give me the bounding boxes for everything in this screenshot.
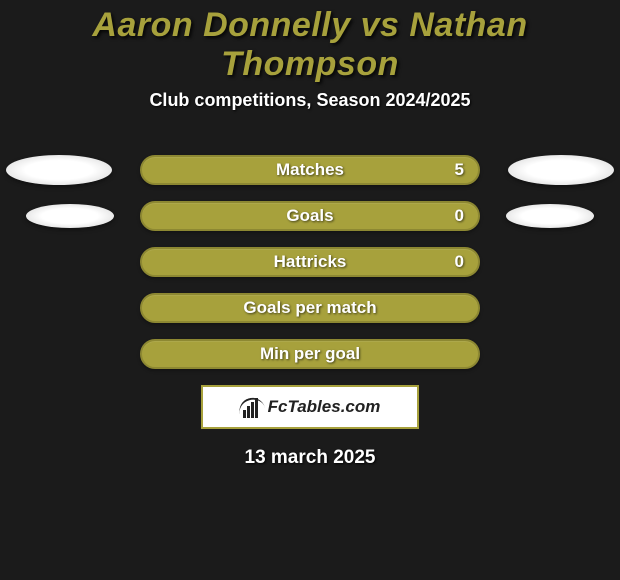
left-value-ellipse [6,155,112,185]
stat-label: Goals per match [243,298,376,318]
left-value-ellipse [26,204,114,228]
stat-label: Min per goal [260,344,360,364]
bar-row-goals: Goals 0 [0,201,620,231]
date-text: 13 march 2025 [245,447,376,468]
bar-row-matches: Matches 5 [0,155,620,185]
stat-value-right: 0 [455,206,464,226]
bar-row-goals-per-match: Goals per match [0,293,620,323]
right-value-ellipse [506,204,594,228]
date-container: 13 march 2025 [0,447,620,469]
attribution-text: FcTables.com [268,397,381,417]
title-container: Aaron Donnelly vs Nathan Thompson [0,0,620,84]
bar-chart-icon [240,396,262,418]
right-value-ellipse [508,155,614,185]
stat-label: Hattricks [274,252,347,272]
stat-value-right: 0 [455,252,464,272]
bar-row-min-per-goal: Min per goal [0,339,620,369]
stat-value-right: 5 [455,160,464,180]
bar-row-hattricks: Hattricks 0 [0,247,620,277]
stat-label: Goals [286,206,333,226]
stat-pill: Goals per match [140,293,480,323]
subtitle-container: Club competitions, Season 2024/2025 [0,90,620,111]
stat-label: Matches [276,160,344,180]
stat-pill: Min per goal [140,339,480,369]
stat-pill: Matches 5 [140,155,480,185]
page-subtitle: Club competitions, Season 2024/2025 [149,90,470,110]
stat-pill: Hattricks 0 [140,247,480,277]
stats-bars: Matches 5 Goals 0 Hattricks 0 Goals per … [0,155,620,369]
attribution-logo: FcTables.com [201,385,419,429]
stat-pill: Goals 0 [140,201,480,231]
page-title: Aaron Donnelly vs Nathan Thompson [92,6,527,83]
